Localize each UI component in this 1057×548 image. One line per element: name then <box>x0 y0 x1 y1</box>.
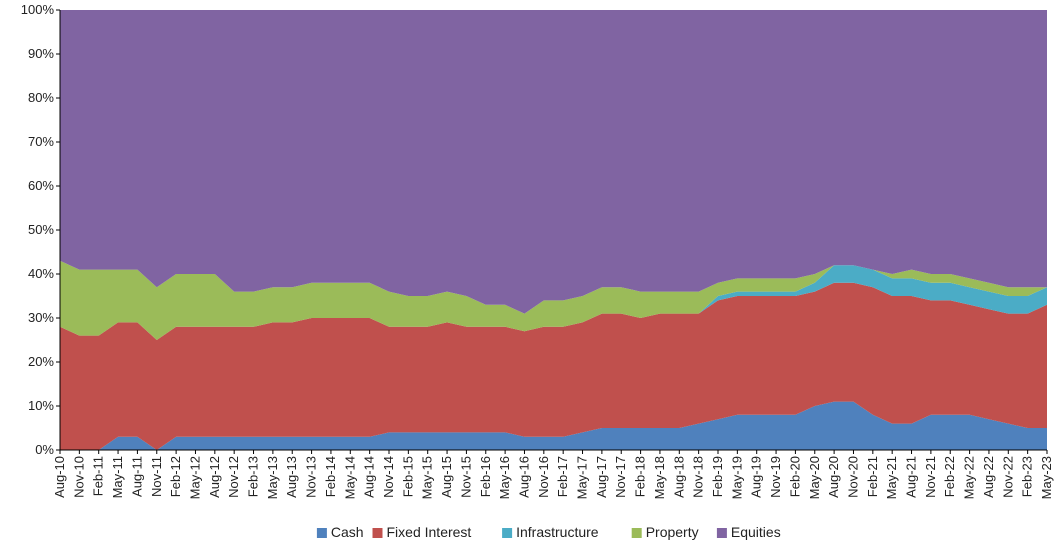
x-tick-label: Aug-16 <box>516 456 531 498</box>
legend-swatch-infrastructure <box>502 528 513 538</box>
x-tick-label: May-22 <box>962 456 977 499</box>
x-tick-label: Feb-12 <box>168 456 183 497</box>
x-tick-label: Aug-21 <box>904 456 919 498</box>
axes <box>56 9 1048 454</box>
x-tick-label: May-19 <box>729 456 744 499</box>
x-tick-label: Feb-17 <box>555 456 570 497</box>
x-tick-label: Nov-11 <box>149 456 164 497</box>
legend-label-infrastructure: Infrastructure <box>516 524 599 540</box>
x-tick-label: Aug-12 <box>207 456 222 498</box>
x-tick-label: Feb-22 <box>942 456 957 497</box>
legend-swatch-equities <box>716 528 727 538</box>
y-tick-label: 60% <box>28 178 54 193</box>
y-tick-label: 30% <box>28 310 54 325</box>
x-tick-label: Nov-19 <box>768 456 783 498</box>
x-tick-label: Nov-22 <box>1000 456 1015 498</box>
x-tick-label: Aug-10 <box>52 456 67 498</box>
x-tick-label: May-20 <box>807 456 822 499</box>
x-tick-label: Feb-16 <box>478 456 493 497</box>
y-axis-tick-labels: 0% 10% 20% 30% 40% 50% 60% 70% 80% 90% 100% <box>21 2 55 457</box>
x-tick-label: May-15 <box>420 456 435 499</box>
x-tick-label: Feb-20 <box>787 456 802 497</box>
legend: Cash Fixed Interest Infrastructure Property… <box>316 524 781 540</box>
x-tick-label: Feb-18 <box>633 456 648 497</box>
x-tick-label: Nov-12 <box>226 456 241 498</box>
area-cash <box>60 401 1047 450</box>
y-tick-label: 100% <box>21 2 55 17</box>
legend-swatch-property <box>631 528 642 538</box>
x-tick-label: Feb-15 <box>400 456 415 497</box>
x-tick-label: Nov-15 <box>458 456 473 498</box>
y-tick-label: 40% <box>28 266 54 281</box>
legend-label-cash: Cash <box>331 524 364 540</box>
x-tick-label: Aug-19 <box>749 456 764 498</box>
x-tick-label: Aug-17 <box>594 456 609 498</box>
x-tick-label: Nov-21 <box>923 456 938 498</box>
x-tick-label: Nov-16 <box>536 456 551 498</box>
x-tick-label: May-14 <box>342 456 357 499</box>
legend-label-equities: Equities <box>731 524 781 540</box>
legend-swatch-fixed-interest <box>372 528 383 538</box>
y-tick-label: 90% <box>28 46 54 61</box>
x-tick-label: Aug-11 <box>129 456 144 497</box>
x-tick-label: May-23 <box>1039 456 1054 499</box>
x-tick-label: Aug-15 <box>439 456 454 498</box>
x-axis-tick-labels: Aug-10 Nov-10 Feb-11 May-11 Aug-11 Nov-11 Feb-… <box>52 456 1054 499</box>
y-tick-label: 80% <box>28 90 54 105</box>
x-tick-label: Aug-18 <box>671 456 686 498</box>
x-tick-label: Nov-18 <box>691 456 706 498</box>
legend-label-property: Property <box>646 524 699 540</box>
y-tick-label: 70% <box>28 134 54 149</box>
x-tick-label: Aug-22 <box>981 456 996 498</box>
x-tick-label: Feb-13 <box>246 456 261 497</box>
y-tick-label: 0% <box>35 442 54 457</box>
area-fixed-interest <box>60 282 1047 450</box>
x-tick-label: Nov-20 <box>845 456 860 498</box>
x-tick-label: May-12 <box>187 456 202 499</box>
x-tick-label: Nov-10 <box>71 456 86 498</box>
x-tick-label: Feb-21 <box>865 456 880 497</box>
x-tick-label: May-21 <box>884 456 899 499</box>
x-tick-label: May-18 <box>652 456 667 499</box>
x-tick-label: Nov-14 <box>381 456 396 498</box>
x-tick-label: May-11 <box>110 456 125 498</box>
area-equities <box>60 10 1047 314</box>
legend-label-fixed-interest: Fixed Interest <box>387 524 472 540</box>
x-tick-label: Nov-17 <box>613 456 628 498</box>
legend-swatch-cash <box>316 528 327 538</box>
area-layer <box>60 10 1047 450</box>
x-tick-label: Aug-14 <box>362 456 377 498</box>
y-tick-label: 50% <box>28 222 54 237</box>
x-tick-label: May-16 <box>497 456 512 499</box>
x-tick-label: Aug-13 <box>284 456 299 498</box>
x-tick-label: Aug-20 <box>826 456 841 498</box>
x-tick-label: Feb-19 <box>710 456 725 497</box>
y-tick-label: 10% <box>28 398 54 413</box>
x-tick-label: May-13 <box>265 456 280 499</box>
x-tick-label: Feb-11 <box>91 456 106 496</box>
y-tick-label: 20% <box>28 354 54 369</box>
x-tick-label: Feb-14 <box>323 456 338 497</box>
x-tick-label: Feb-23 <box>1020 456 1035 497</box>
x-tick-label: Nov-13 <box>304 456 319 498</box>
x-tick-label: May-17 <box>575 456 590 499</box>
